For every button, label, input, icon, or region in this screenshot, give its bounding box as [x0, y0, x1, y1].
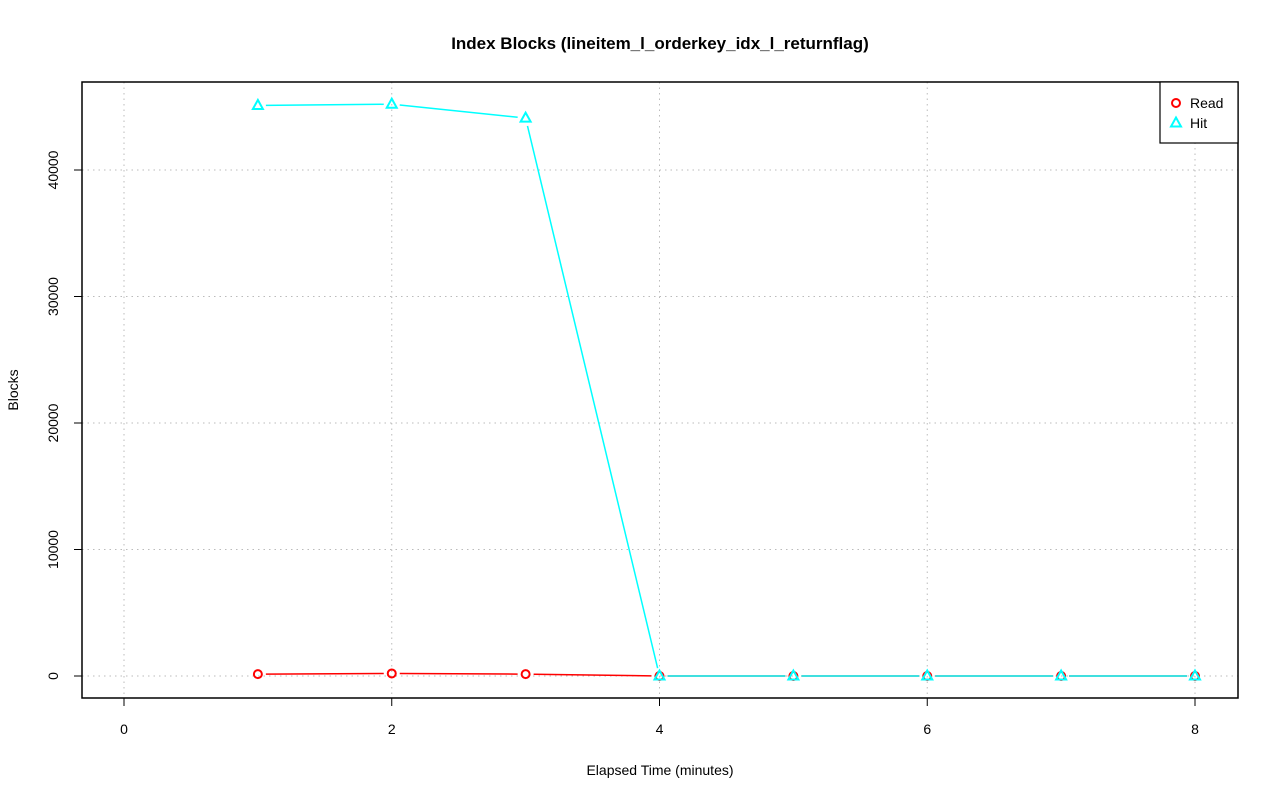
series-segment: [533, 673, 652, 677]
series-segment: [265, 672, 384, 675]
series-segment: [265, 103, 384, 107]
chart-title: Index Blocks (lineitem_l_orderkey_idx_l_…: [451, 34, 869, 53]
series-hit: [251, 96, 1202, 681]
point-circle: [252, 669, 263, 680]
point-triangle: [518, 110, 533, 123]
x-tick-label: 8: [1191, 721, 1199, 737]
point-triangle: [1054, 668, 1068, 681]
point-triangle: [920, 668, 934, 681]
y-tick-label: 20000: [45, 403, 61, 442]
y-tick-label: 10000: [45, 530, 61, 569]
point-circle: [386, 668, 397, 679]
legend-marker-hit: [1169, 115, 1183, 128]
series-segment: [526, 125, 659, 669]
legend-label-hit: Hit: [1190, 115, 1207, 131]
x-tick-label: 0: [120, 721, 128, 737]
series-layer: [251, 96, 1202, 681]
grid: [82, 82, 1238, 698]
point-triangle: [652, 668, 667, 681]
point-circle: [520, 669, 531, 680]
point-triangle: [786, 668, 801, 681]
y-axis-label: Blocks: [5, 369, 21, 410]
legend-label-read: Read: [1190, 95, 1223, 111]
x-tick-label: 2: [388, 721, 396, 737]
series-segment: [399, 104, 518, 119]
point-triangle: [1188, 668, 1202, 681]
series-segment: [399, 672, 518, 675]
legend-marker-read: [1171, 98, 1181, 108]
x-tick-label: 4: [656, 721, 664, 737]
legend: Read Hit: [1159, 81, 1239, 144]
y-tick-label: 30000: [45, 277, 61, 316]
axes: 0 2 4 6 8 0 10000 20000 30000 40000: [45, 150, 1199, 737]
point-triangle: [251, 97, 265, 110]
point-triangle: [385, 96, 399, 109]
y-tick-label: 0: [45, 672, 61, 680]
x-axis-label: Elapsed Time (minutes): [586, 762, 733, 778]
legend-box: [1159, 81, 1239, 144]
y-tick-label: 40000: [45, 150, 61, 189]
x-tick-label: 6: [923, 721, 931, 737]
